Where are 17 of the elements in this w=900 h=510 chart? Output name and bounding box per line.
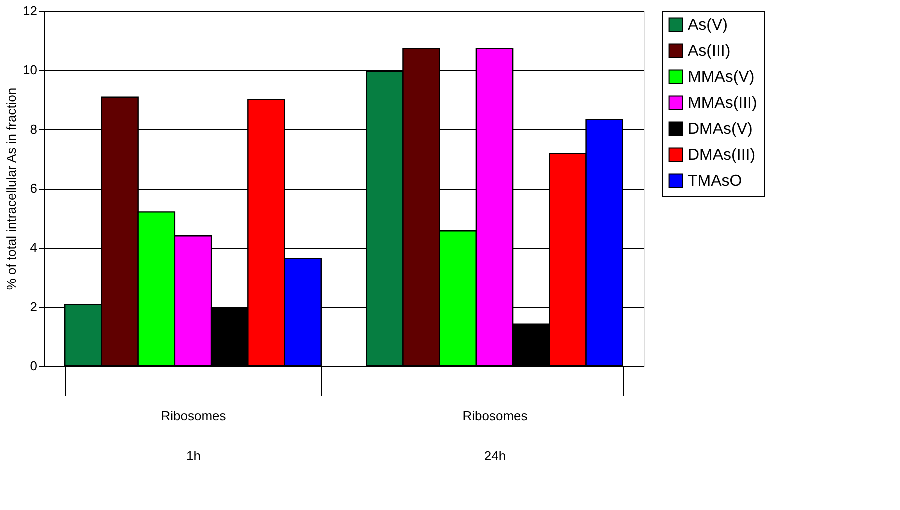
y-axis-title: % of total intracellular As in fraction	[4, 88, 20, 290]
legend-label: As(III)	[688, 43, 731, 60]
y-tick-label: 0	[30, 358, 38, 374]
category-label: Ribosomes 1h	[161, 408, 226, 464]
legend-label: MMAs(V)	[688, 69, 755, 86]
y-tick-label: 10	[23, 62, 38, 78]
y-tick-label: 6	[30, 181, 38, 196]
y-tick-label: 2	[30, 299, 38, 314]
y-tick-label: 8	[30, 122, 38, 137]
y-tick-label: 12	[23, 4, 38, 18]
legend-label: TMAsO	[688, 173, 742, 190]
y-tick-label: 4	[30, 240, 38, 256]
category-label: Ribosomes 24h	[462, 408, 528, 464]
legend-label: As(V)	[688, 17, 728, 34]
legend-label: DMAs(V)	[688, 121, 753, 138]
legend-label: MMAs(III)	[688, 95, 758, 112]
legend-label: DMAs(III)	[688, 147, 756, 164]
